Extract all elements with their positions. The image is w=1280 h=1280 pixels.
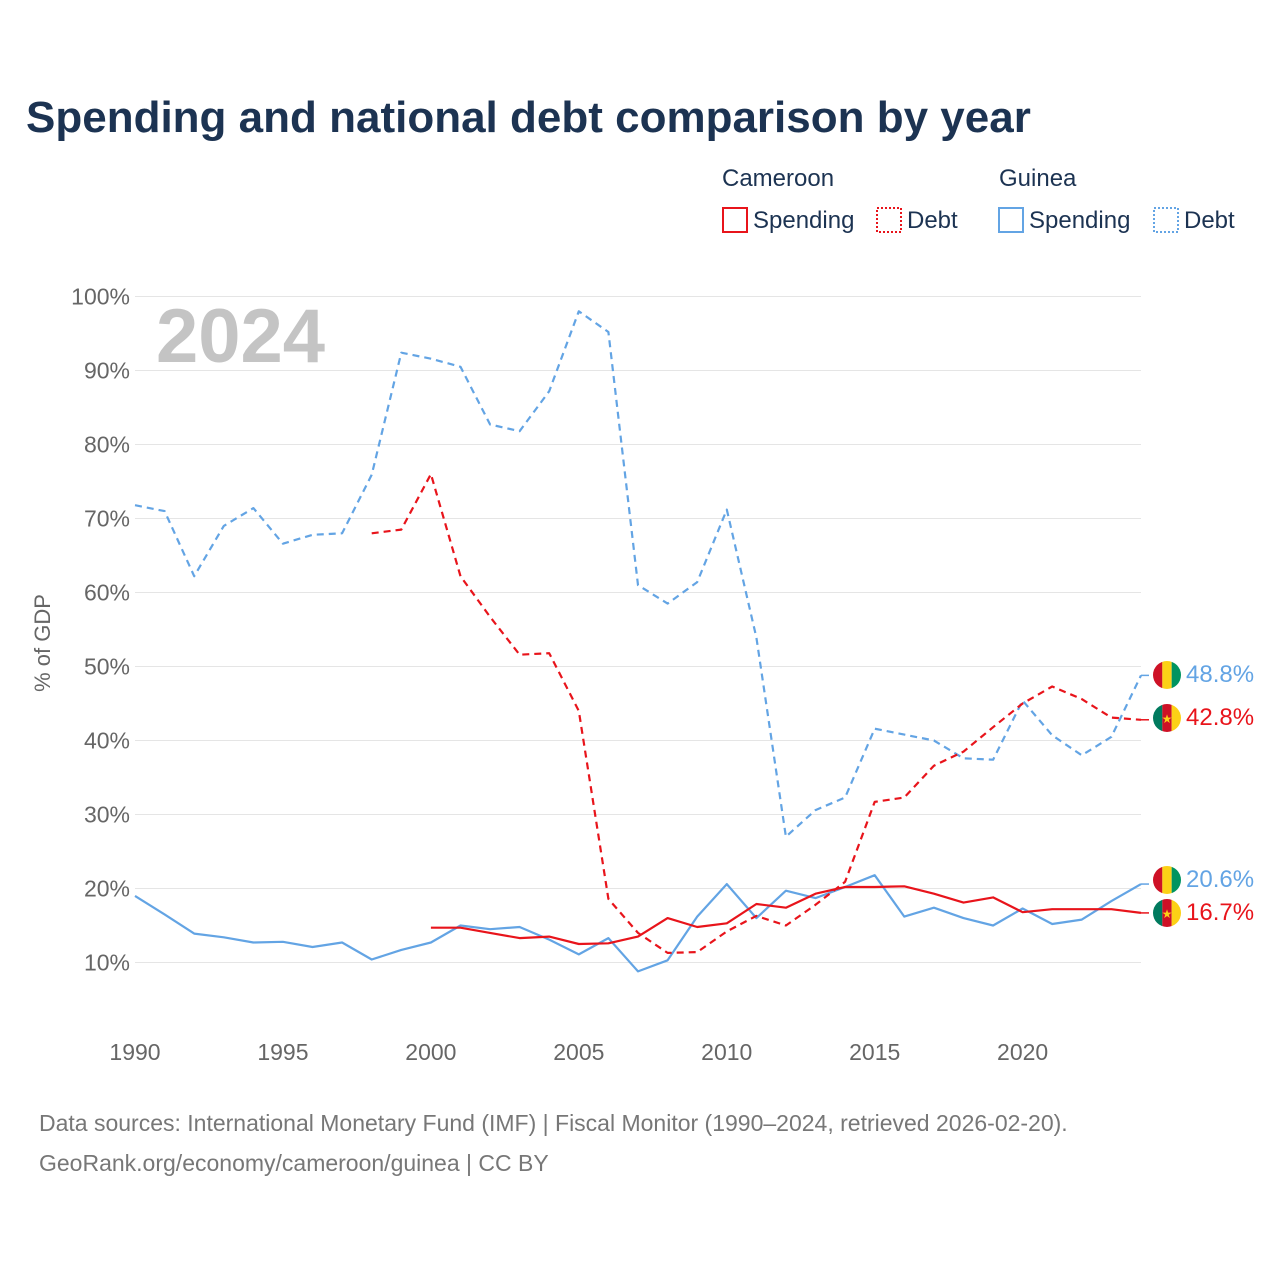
- cameroon-flag-icon-spending: ★: [1153, 899, 1181, 927]
- x-tick-label: 1990: [109, 1039, 160, 1065]
- y-tick-label: 100%: [71, 284, 130, 310]
- legend-label-cameroon-debt: Debt: [907, 207, 958, 234]
- y-tick-label: 90%: [84, 358, 130, 384]
- guinea-flag-icon-debt: [1153, 661, 1181, 689]
- y-axis-ticks: 10% 20% 30% 40% 50% 60% 70% 80% 90% 100%: [71, 284, 130, 976]
- y-tick-label: 60%: [84, 580, 130, 606]
- x-tick-label: 1995: [257, 1039, 308, 1065]
- y-tick-label: 70%: [84, 506, 130, 532]
- source-line: Data sources: International Monetary Fun…: [39, 1110, 1068, 1136]
- x-tick-label: 2005: [553, 1039, 604, 1065]
- legend-label-guinea-debt: Debt: [1184, 207, 1235, 234]
- series-line-guinea-debt: [134, 310, 1142, 838]
- y-axis-label: % of GDP: [30, 594, 55, 692]
- x-tick-label: 2010: [701, 1039, 752, 1065]
- svg-text:★: ★: [1162, 712, 1173, 726]
- end-label-cameroon-debt: 42.8%: [1186, 704, 1254, 731]
- x-axis-ticks: 1990 1995 2000 2005 2010 2015 2020: [109, 1039, 1048, 1065]
- y-tick-label: 30%: [84, 802, 130, 828]
- chart-title: Spending and national debt comparison by…: [26, 93, 1031, 142]
- series-line-cameroon-spending: [430, 885, 1142, 946]
- series-line-cameroon-debt: [371, 473, 1142, 955]
- end-label-guinea-spending: 20.6%: [1186, 866, 1254, 893]
- svg-text:★: ★: [1162, 907, 1173, 921]
- series-line-guinea-spending: [134, 874, 1142, 973]
- legend-label-guinea-spending: Spending: [1029, 207, 1130, 234]
- legend-swatch-cameroon-debt: [876, 207, 902, 233]
- x-tick-label: 2015: [849, 1039, 900, 1065]
- legend: Cameroon Guinea Spending Debt Spending D…: [722, 165, 1235, 234]
- x-tick-label: 2000: [405, 1039, 456, 1065]
- legend-label-cameroon-spending: Spending: [753, 207, 854, 234]
- legend-group-guinea: Guinea: [999, 165, 1077, 192]
- y-tick-label: 20%: [84, 876, 130, 902]
- x-tick-label: 2020: [997, 1039, 1048, 1065]
- credit-line: GeoRank.org/economy/cameroon/guinea | CC…: [39, 1150, 549, 1176]
- legend-swatch-cameroon-spending: [722, 207, 748, 233]
- series-layer: [134, 310, 1149, 973]
- y-tick-label: 80%: [84, 432, 130, 458]
- y-tick-label: 50%: [84, 654, 130, 680]
- end-label-cameroon-spending: 16.7%: [1186, 899, 1254, 926]
- cameroon-flag-icon-debt: ★: [1153, 704, 1181, 732]
- y-tick-label: 40%: [84, 728, 130, 754]
- legend-group-cameroon: Cameroon: [722, 165, 834, 192]
- year-watermark: 2024: [156, 294, 325, 379]
- gridlines: [135, 296, 1141, 963]
- end-label-guinea-debt: 48.8%: [1186, 661, 1254, 688]
- y-tick-label: 10%: [84, 950, 130, 976]
- legend-swatch-guinea-spending: [998, 207, 1024, 233]
- legend-swatch-guinea-debt: [1153, 207, 1179, 233]
- guinea-flag-icon-spending: [1153, 866, 1181, 894]
